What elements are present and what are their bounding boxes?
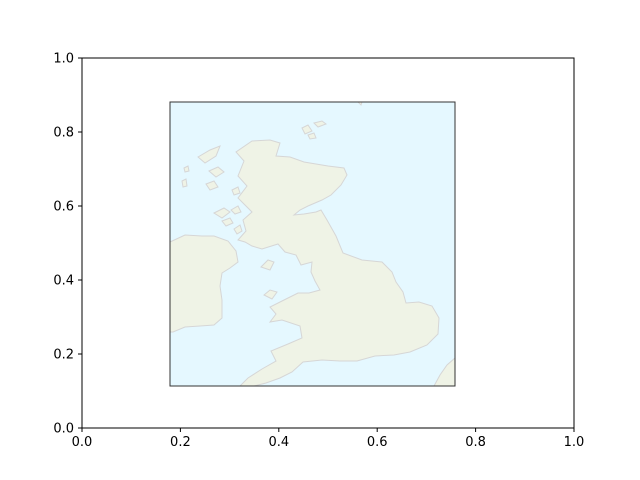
y-tick-label: 0.8 — [53, 126, 74, 141]
axes-frame — [81, 57, 575, 429]
y-tick-label: 0.2 — [53, 348, 74, 363]
hebrides-island — [230, 205, 242, 215]
x-tick-label: 0.2 — [170, 435, 191, 450]
hebrides-island — [233, 224, 243, 235]
orkney-island — [301, 124, 313, 135]
hebrides-island — [212, 207, 231, 219]
hebrides-island — [221, 217, 234, 227]
ireland-landmass — [169, 234, 239, 333]
x-tick-label: 0.8 — [465, 435, 486, 450]
hebrides-island — [231, 186, 241, 196]
hebrides-island — [205, 180, 219, 191]
hebrides-island — [183, 165, 190, 173]
great-britain-landmass — [235, 139, 440, 387]
map-inset — [169, 101, 456, 387]
x-axis: 0.0 0.2 0.4 0.6 0.8 1.0 — [72, 428, 585, 450]
y-tick-label: 0.0 — [53, 422, 74, 437]
outer-hebrides-island — [197, 145, 221, 164]
x-tick-label: 0.6 — [367, 435, 388, 450]
x-tick-label: 0.0 — [72, 435, 93, 450]
orkney-island — [313, 120, 328, 128]
x-tick-label: 1.0 — [564, 435, 585, 450]
x-tick-label: 0.4 — [268, 435, 289, 450]
anglesey — [263, 289, 278, 300]
y-tick-label: 0.4 — [53, 274, 74, 289]
y-axis: 0.0 0.2 0.4 0.6 0.8 1.0 — [53, 52, 82, 437]
orkney-island — [307, 132, 317, 140]
y-tick-label: 0.6 — [53, 200, 74, 215]
isle-of-man — [260, 259, 275, 271]
hebrides-island — [181, 178, 188, 188]
y-tick-label: 1.0 — [53, 52, 74, 67]
landmass-layer — [169, 101, 456, 387]
axes: 0.0 0.2 0.4 0.6 0.8 1.0 0.0 0.2 0.4 0.6 0.8 1.0 — [53, 52, 584, 451]
map-frame — [169, 101, 456, 387]
hebrides-island — [208, 166, 225, 178]
